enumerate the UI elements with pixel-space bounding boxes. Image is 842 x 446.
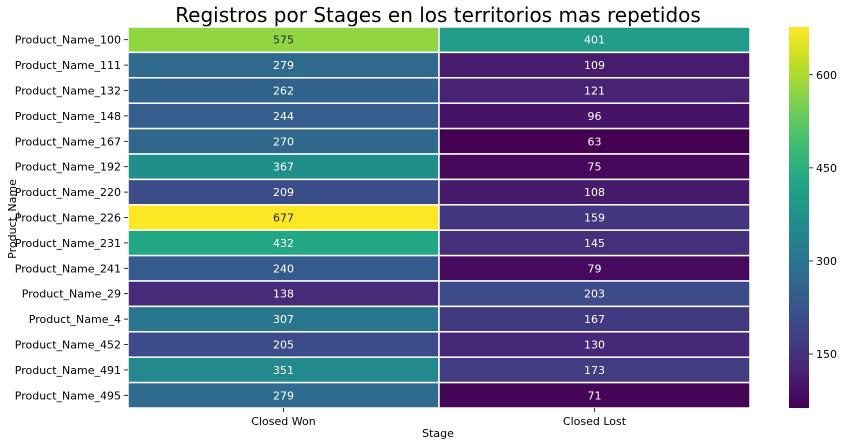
- x-tick-label: Closed Won: [251, 415, 315, 428]
- y-tick-label: Product_Name_231: [15, 237, 121, 250]
- cell-value-label: 240: [273, 262, 294, 275]
- y-tick-label: Product_Name_132: [15, 85, 121, 98]
- cell-value-label: 279: [273, 59, 294, 72]
- cell-value-label: 96: [588, 110, 602, 123]
- heatmap-cell: [438, 381, 751, 409]
- cell-value-label: 203: [584, 288, 605, 301]
- cell-value-label: 351: [273, 364, 294, 377]
- cell-value-label: 367: [273, 161, 294, 174]
- heatmap-cell: [127, 305, 440, 333]
- cell-value-label: 63: [588, 135, 602, 148]
- heatmap-cell: [438, 26, 751, 54]
- heatmap-cell: [438, 305, 751, 333]
- colorbar-tick-label: 300: [816, 255, 837, 268]
- cell-value-label: 209: [273, 186, 294, 199]
- heatmap-cell: [438, 102, 751, 130]
- cell-value-label: 279: [273, 389, 294, 402]
- heatmap-cell: [438, 331, 751, 358]
- heatmap-cell: [438, 280, 751, 308]
- y-tick-label: Product_Name_241: [15, 262, 121, 275]
- heatmap-cell: [438, 51, 751, 79]
- cell-value-label: 167: [584, 313, 605, 326]
- cell-value-label: 109: [584, 59, 605, 72]
- heatmap-cell: [438, 204, 751, 231]
- cell-value-label: 79: [588, 262, 602, 275]
- cell-value-label: 270: [273, 135, 294, 148]
- cell-value-label: 159: [584, 212, 605, 225]
- y-tick-label: Product_Name_148: [15, 110, 121, 123]
- y-tick-label: Product_Name_491: [15, 364, 121, 377]
- cell-value-label: 130: [584, 339, 605, 352]
- cell-value-label: 145: [584, 237, 605, 250]
- y-axis-label: Product_Name: [6, 179, 19, 259]
- cell-value-label: 75: [588, 161, 602, 174]
- y-tick-label: Product_Name_167: [15, 135, 121, 148]
- colorbar: [789, 27, 809, 408]
- y-tick-label: Product_Name_495: [15, 389, 121, 402]
- cell-value-label: 677: [273, 212, 294, 225]
- colorbar-tick-label: 150: [816, 348, 837, 361]
- y-tick-label: Product_Name_100: [15, 34, 121, 47]
- colorbar-tick-label: 600: [816, 69, 837, 82]
- y-tick-label: Product_Name_4: [29, 313, 121, 326]
- heatmap-cell: [438, 153, 751, 181]
- x-axis-label: Stage: [422, 427, 454, 440]
- colorbar-tick-label: 450: [816, 162, 837, 175]
- cell-value-label: 244: [273, 110, 294, 123]
- x-tick-labels: Closed Won Closed Lost: [251, 408, 627, 428]
- heatmap-cell: [127, 254, 440, 282]
- y-tick-label: Product_Name_111: [15, 59, 121, 72]
- y-tick-label: Product_Name_452: [15, 339, 121, 352]
- cell-value-label: 173: [584, 364, 605, 377]
- chart-title: Registros por Stages en los territorios …: [175, 3, 701, 27]
- heatmap-cell: [438, 127, 751, 155]
- y-tick-label: Product_Name_220: [15, 186, 121, 199]
- heatmap-cell: [438, 178, 751, 206]
- cell-value-label: 71: [588, 389, 602, 402]
- x-tick-label: Closed Lost: [563, 415, 627, 428]
- heatmap-cell: [438, 254, 751, 282]
- y-tick-label: Product_Name_192: [15, 161, 121, 174]
- y-tick-label: Product_Name_29: [22, 288, 121, 301]
- heatmap-cell: [438, 77, 751, 104]
- heatmap-cell: [127, 381, 440, 409]
- cell-value-label: 432: [273, 237, 294, 250]
- cell-value-label: 121: [584, 85, 605, 98]
- y-tick-labels: Product_Name_100 Product_Name_111 Product_…: [15, 34, 128, 402]
- cell-value-label: 307: [273, 313, 294, 326]
- heatmap-cell: [438, 229, 751, 257]
- cell-value-label: 262: [273, 85, 294, 98]
- cell-value-label: 108: [584, 186, 605, 199]
- heatmap-cells: 575 401 279 109 262 121 244 96 270 63 367 75 209 108 6…: [127, 26, 751, 409]
- cell-value-label: 575: [273, 34, 294, 47]
- cell-value-label: 138: [273, 288, 294, 301]
- cell-value-label: 205: [273, 339, 294, 352]
- colorbar-ticks: 150 300 450 600: [809, 69, 837, 361]
- cell-value-label: 401: [584, 34, 605, 47]
- y-tick-label: Product_Name_226: [15, 212, 121, 225]
